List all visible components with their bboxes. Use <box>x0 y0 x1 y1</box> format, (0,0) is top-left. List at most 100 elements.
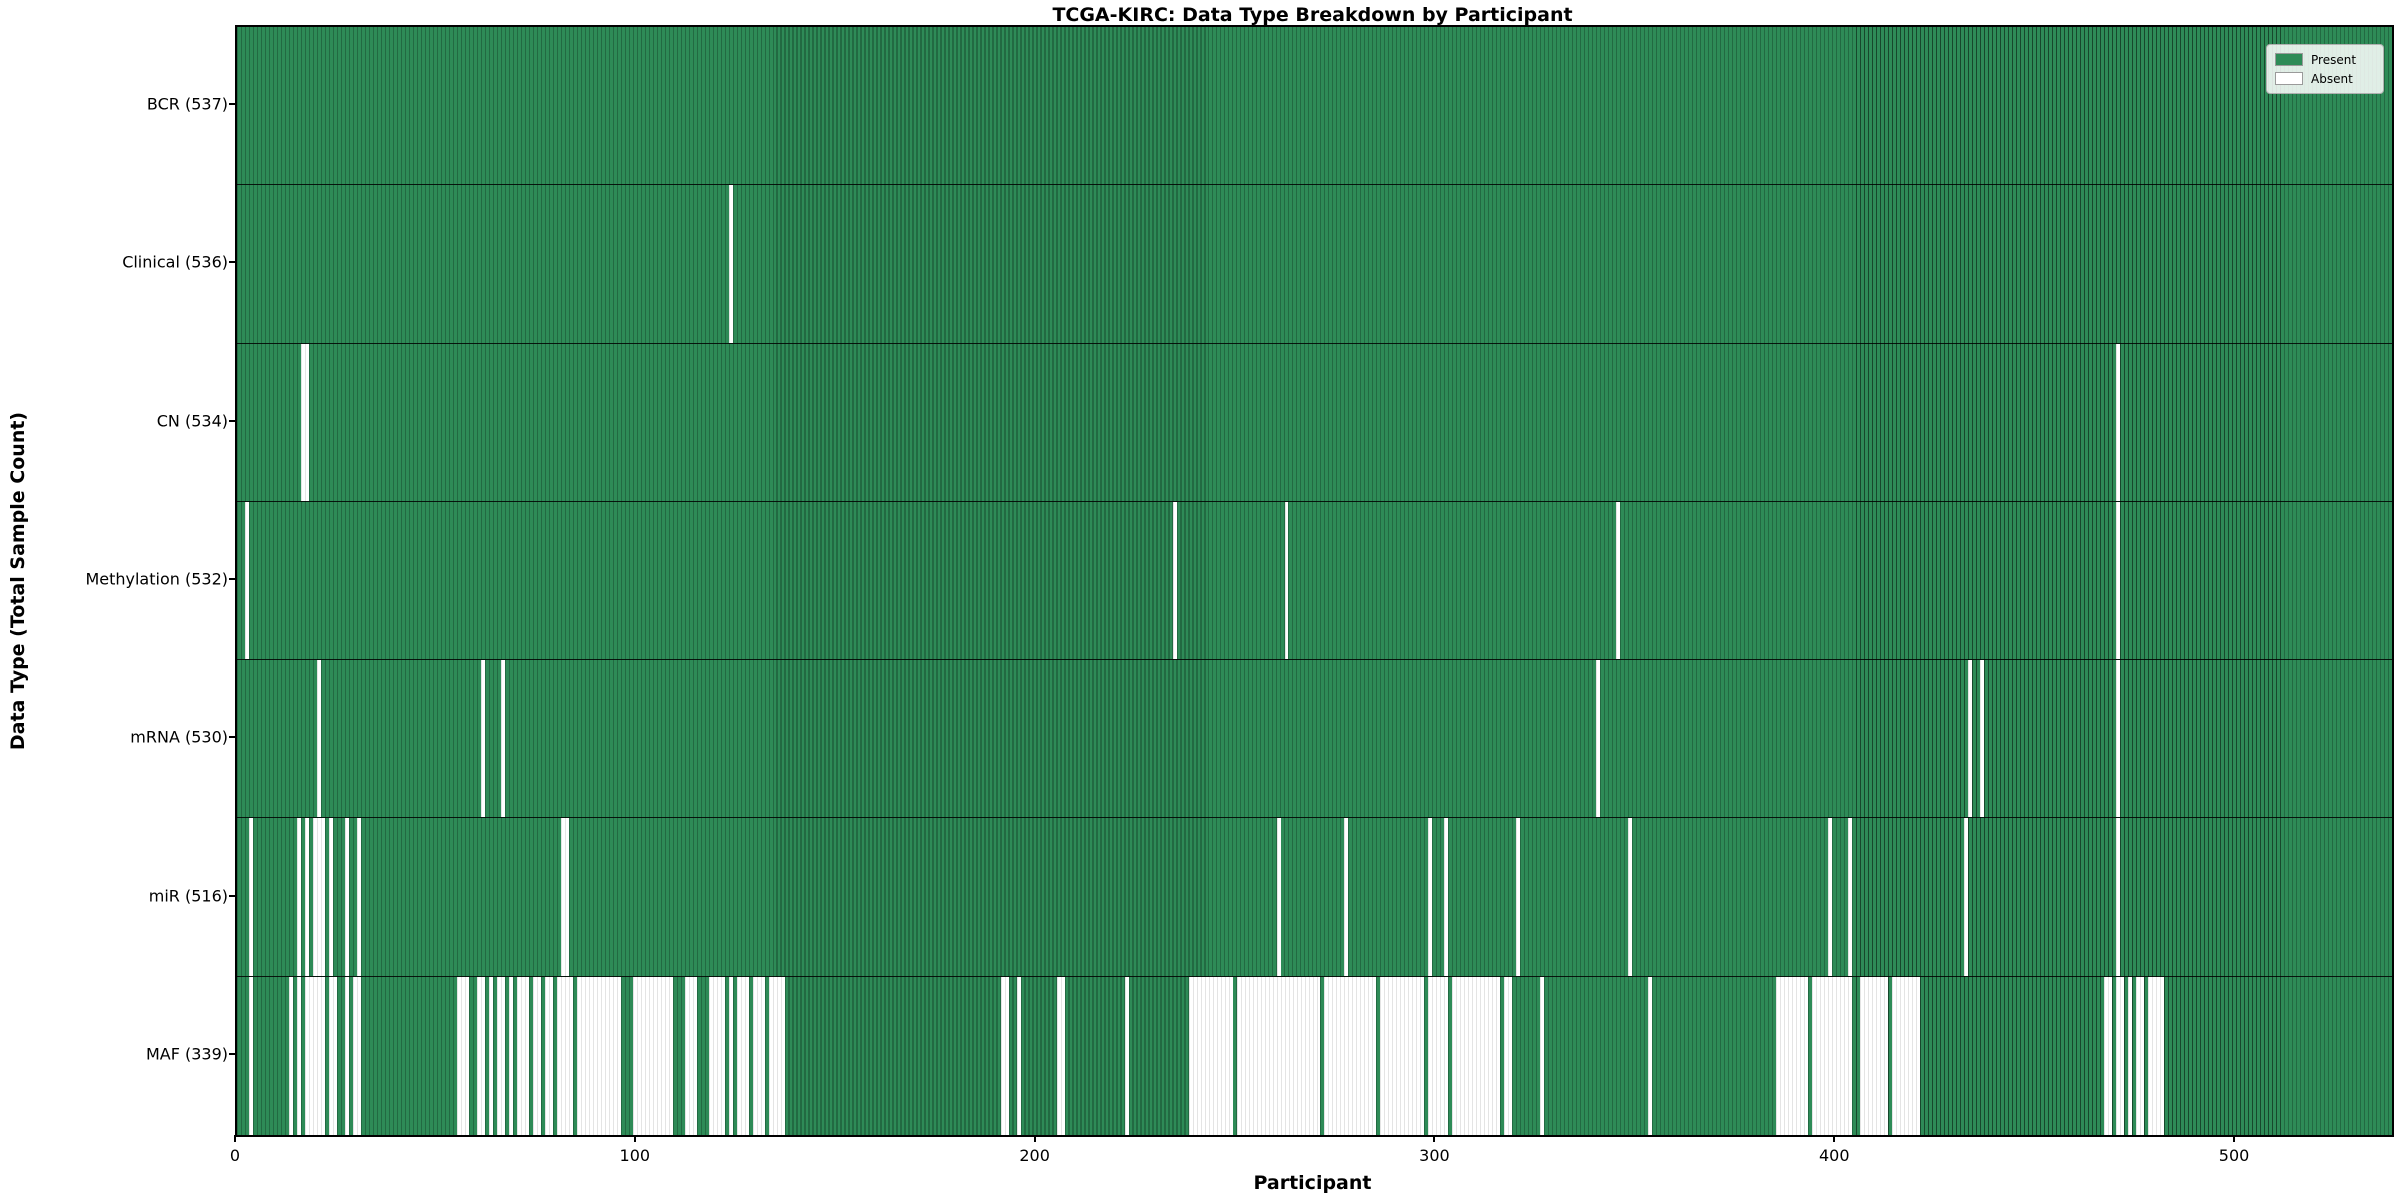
absent-stripe <box>496 976 505 1135</box>
y-tick-mark <box>229 894 235 897</box>
absent-stripe <box>2128 976 2133 1135</box>
y-tick-mark <box>229 578 235 580</box>
x-tick-mark <box>234 1135 236 1142</box>
absent-stripe <box>576 976 621 1135</box>
absent-stripe <box>708 976 725 1135</box>
absent-stripe <box>312 818 325 976</box>
absent-stripe <box>352 976 361 1135</box>
x-tick-label-400: 400 <box>1818 1146 1850 1165</box>
y-tick-mark <box>229 736 235 739</box>
absent-stripe <box>2104 976 2113 1135</box>
absent-stripe <box>2116 976 2125 1135</box>
absent-stripe <box>560 818 569 976</box>
absent-stripe <box>1056 976 1065 1135</box>
y-tick-label-maf: MAF (339) <box>145 1044 228 1064</box>
x-tick-mark <box>2233 1135 2236 1142</box>
absent-stripe <box>1628 818 1633 976</box>
absent-stripe <box>556 976 573 1135</box>
x-tick-label-100: 100 <box>619 1146 651 1165</box>
x-axis-title: Participant <box>1253 1172 1372 1194</box>
absent-stripe <box>2116 818 2121 976</box>
x-tick-mark <box>1833 1135 1836 1142</box>
row-bcr <box>237 27 2392 186</box>
absent-stripe <box>328 976 337 1135</box>
absent-stripe <box>1980 660 1985 818</box>
absent-stripe <box>752 976 765 1135</box>
absent-stripe <box>1344 818 1349 976</box>
absent-stripe <box>500 660 505 818</box>
absent-stripe <box>768 976 785 1135</box>
absent-stripe <box>2116 501 2121 660</box>
absent-stripe <box>476 976 485 1135</box>
absent-stripe <box>328 818 333 976</box>
absent-stripe <box>516 976 529 1135</box>
absent-stripe <box>728 185 733 343</box>
absent-stripe <box>300 343 309 501</box>
absent-stripe <box>2116 343 2121 501</box>
absent-stripe <box>296 976 301 1135</box>
absent-stripe <box>1188 976 1233 1135</box>
legend: Present Absent <box>2266 44 2384 94</box>
y-tick-label-mrna: mRNA (530) <box>130 727 228 747</box>
x-tick-label-500: 500 <box>2218 1146 2250 1165</box>
absent-stripe <box>684 976 697 1135</box>
absent-stripe <box>1812 976 1853 1135</box>
absent-stripe <box>1968 660 1973 818</box>
absent-stripe <box>1324 976 1377 1135</box>
legend-entry-present: Present <box>2275 50 2375 69</box>
row-mrna <box>237 660 2392 819</box>
y-tick-label-mir: miR (516) <box>148 886 228 906</box>
absent-stripe <box>304 976 325 1135</box>
absent-stripe <box>1616 501 1621 660</box>
absent-stripe <box>1428 976 1449 1135</box>
row-maf <box>237 976 2392 1135</box>
absent-stripe <box>728 976 733 1135</box>
row-mir <box>237 818 2392 977</box>
absent-stripe <box>1236 976 1321 1135</box>
absent-stripe <box>456 976 469 1135</box>
y-tick-mark <box>229 419 235 422</box>
absent-stripe <box>1504 976 1513 1135</box>
absent-stripe <box>1516 818 1521 976</box>
absent-stripe <box>632 976 673 1135</box>
absent-stripe <box>1444 818 1449 976</box>
plot-area <box>235 25 2394 1137</box>
absent-stripe <box>244 501 249 660</box>
absent-stripe <box>2148 976 2165 1135</box>
row-clinical <box>237 185 2392 344</box>
absent-stripe <box>1380 976 1425 1135</box>
absent-stripe <box>1428 818 1433 976</box>
y-tick-mark <box>229 261 235 264</box>
y-tick-mark <box>229 103 235 106</box>
x-tick-label-0: 0 <box>229 1146 241 1165</box>
y-tick-label-bcr: BCR (537) <box>146 94 228 114</box>
x-tick-mark <box>1033 1135 1036 1142</box>
y-tick-label-clinical: Clinical (536) <box>122 252 228 272</box>
absent-stripe <box>1124 976 1129 1135</box>
row-methylation <box>237 501 2392 661</box>
absent-stripe <box>1776 976 1809 1135</box>
absent-stripe <box>1828 818 1833 976</box>
absent-stripe <box>1648 976 1653 1135</box>
legend-entry-absent: Absent <box>2275 69 2375 88</box>
absent-stripe <box>356 818 361 976</box>
y-tick-label-cn: CN (534) <box>156 411 228 431</box>
absent-stripe <box>736 976 749 1135</box>
absent-stripe <box>296 818 301 976</box>
absent-stripe <box>304 818 309 976</box>
absent-stripe <box>1276 818 1281 976</box>
absent-stripe <box>480 660 485 818</box>
y-axis-title: Data Type (Total Sample Count) <box>7 411 29 751</box>
absent-stripe <box>1000 976 1009 1135</box>
absent-stripe <box>488 976 493 1135</box>
absent-stripe <box>1848 818 1853 976</box>
absent-stripe <box>1892 976 1921 1135</box>
absent-stripe <box>2136 976 2145 1135</box>
absent-stripe <box>248 976 253 1135</box>
absent-stripe <box>1016 976 1021 1135</box>
x-tick-label-300: 300 <box>1419 1146 1450 1165</box>
legend-label-present: Present <box>2311 52 2357 67</box>
absent-swatch-icon <box>2275 72 2303 85</box>
absent-stripe <box>344 976 349 1135</box>
